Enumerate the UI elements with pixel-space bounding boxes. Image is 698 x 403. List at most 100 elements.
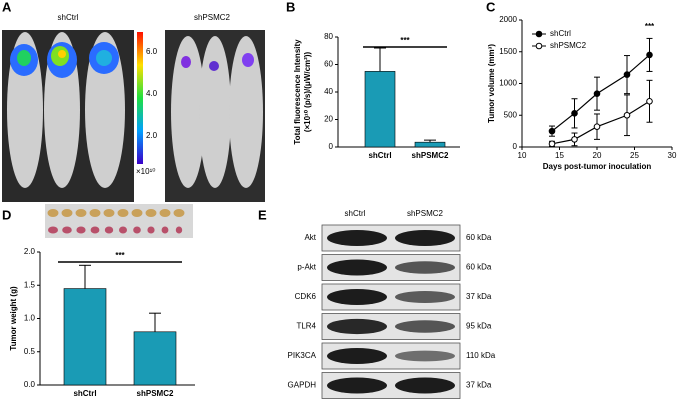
point	[593, 90, 601, 97]
y-tick-label: 0	[513, 142, 518, 151]
tumor	[159, 209, 171, 217]
tumor	[173, 209, 185, 217]
bar	[364, 71, 396, 148]
annotation: ***	[645, 22, 655, 31]
tumor	[62, 226, 72, 234]
tumor	[175, 226, 183, 234]
band	[327, 289, 387, 305]
y-tick-label: 0	[329, 142, 334, 151]
x-axis-label: Days post-tumor inoculation	[543, 162, 652, 171]
protein-label: p-Akt	[297, 263, 316, 272]
panel-label: E	[258, 207, 267, 222]
band	[395, 261, 455, 274]
x-tick-label: shCtrl	[368, 151, 391, 160]
tumor	[76, 226, 86, 234]
protein-label: GAPDH	[288, 381, 317, 390]
y-tick-label: 0.0	[24, 380, 36, 389]
western-blot	[321, 224, 461, 399]
series-line	[551, 100, 650, 145]
protein-label: PIK3CA	[288, 351, 317, 360]
column-label: shPSMC2	[407, 209, 444, 218]
band	[327, 259, 387, 276]
size-label: 110 kDa	[466, 351, 496, 360]
group-label: shCtrl	[58, 13, 79, 22]
point	[571, 110, 578, 117]
annotation: ***	[115, 251, 125, 260]
band	[395, 350, 455, 362]
tumor	[90, 226, 100, 234]
point	[646, 97, 653, 105]
tumor	[89, 209, 101, 217]
size-label: 37 kDa	[466, 292, 492, 301]
band	[395, 230, 455, 246]
y-tick-label: 2.0	[24, 247, 36, 256]
band	[395, 291, 455, 303]
tumor	[119, 226, 127, 234]
x-tick-label: 30	[668, 151, 677, 160]
point	[571, 136, 578, 143]
band	[395, 377, 455, 394]
tumor	[161, 226, 169, 234]
panel-label: C	[486, 0, 496, 14]
size-label: 37 kDa	[466, 381, 492, 390]
y-axis-label: Tumor volume (mm³)	[487, 44, 496, 123]
y-tick-label: 0.5	[24, 347, 36, 356]
size-label: 60 kDa	[466, 233, 492, 242]
tumor	[145, 209, 157, 217]
point	[548, 127, 556, 135]
y-tick-label: 1000	[499, 79, 517, 88]
size-label: 60 kDa	[466, 263, 492, 272]
protein-label: Akt	[304, 233, 316, 242]
x-tick-label: shPSMC2	[412, 151, 449, 160]
y-tick-label: 60	[324, 60, 333, 69]
y-tick-label: 80	[324, 32, 333, 41]
band	[395, 320, 455, 333]
y-axis-label: Total fluorescence Intensity	[293, 39, 302, 145]
x-tick-label: shCtrl	[73, 389, 96, 398]
tumor	[104, 226, 114, 234]
colorbar-label: 2.0	[146, 131, 158, 140]
group-label: shPSMC2	[194, 13, 231, 22]
point	[623, 111, 631, 119]
colorbar-unit: ×10¹⁰	[136, 167, 155, 176]
tumor	[48, 226, 58, 234]
legend-label: shCtrl	[550, 29, 571, 38]
x-tick-label: 10	[518, 151, 527, 160]
y-tick-label: 40	[324, 87, 333, 96]
bar	[63, 288, 107, 386]
point	[646, 51, 653, 59]
y-tick-label: 2000	[499, 15, 517, 24]
x-tick-label: 20	[593, 151, 602, 160]
panel-label: B	[286, 0, 295, 14]
series-line	[551, 54, 650, 132]
signal	[10, 42, 254, 78]
tumors	[47, 209, 185, 234]
tumor	[147, 226, 155, 234]
band	[327, 230, 387, 246]
point	[593, 123, 601, 130]
x-tick-label: 25	[630, 151, 639, 160]
band	[327, 377, 387, 394]
protein-label: CDK6	[295, 292, 317, 301]
annotation: ***	[400, 36, 410, 45]
y-axis-label: (×10¹⁰ (p/s)/(μW/cm²))	[303, 52, 312, 133]
y-tick-label: 1500	[499, 47, 517, 56]
bar	[414, 141, 446, 148]
colorbar-label: 6.0	[146, 47, 158, 56]
protein-label: TLR4	[296, 322, 316, 331]
colorbar	[137, 32, 143, 164]
column-label: shCtrl	[345, 209, 366, 218]
tumor	[61, 209, 73, 217]
y-tick-label: 1.0	[24, 314, 36, 323]
legend-marker	[535, 42, 543, 50]
colorbar-label: 4.0	[146, 89, 158, 98]
panel-label: D	[2, 207, 11, 222]
panel-label: A	[2, 0, 12, 14]
band	[327, 318, 387, 335]
legend-label: shPSMC2	[550, 41, 587, 50]
tumor	[133, 226, 141, 234]
size-label: 95 kDa	[466, 322, 492, 331]
tumor	[47, 209, 59, 217]
bar	[133, 331, 177, 386]
